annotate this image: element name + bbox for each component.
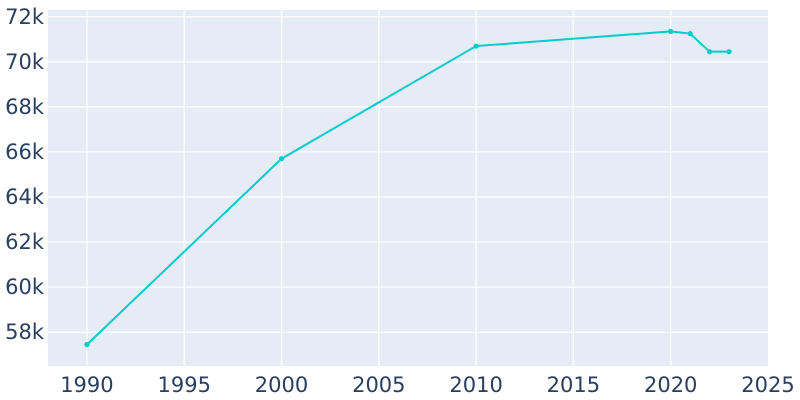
- x-tick-label: 2015: [547, 373, 600, 397]
- data-point: [278, 156, 285, 162]
- x-gridlines: [86, 10, 672, 366]
- y-tick-label: 58k: [5, 320, 45, 344]
- data-point: [668, 28, 674, 35]
- y-axis-tick-labels: 58k 60k 62k 64k 66k 68k 70k 72k: [5, 5, 45, 344]
- plot-background: [48, 10, 768, 366]
- data-point: [687, 31, 693, 37]
- x-tick-label: 1995: [157, 373, 210, 397]
- y-tick-label: 60k: [5, 275, 45, 299]
- x-tick-label: 2025: [741, 373, 794, 397]
- data-point: [473, 43, 479, 49]
- y-tick-label: 68k: [5, 95, 45, 119]
- data-point: [726, 49, 732, 55]
- y-tick-label: 62k: [5, 230, 45, 254]
- y-tick-label: 64k: [5, 185, 45, 209]
- data-point: [84, 341, 90, 348]
- x-tick-label: 1990: [60, 373, 113, 397]
- x-tick-label: 2005: [352, 373, 405, 397]
- x-tick-label: 2020: [644, 373, 697, 397]
- series-layer: [84, 28, 732, 348]
- x-tick-label: 2010: [449, 373, 502, 397]
- x-axis-tick-labels: 1990 1995 2000 2005 2010 2015 2020 2025: [60, 373, 795, 397]
- y-tick-label: 72k: [5, 5, 45, 29]
- data-point: [707, 49, 713, 55]
- x-tick-label: 2000: [255, 373, 308, 397]
- y-tick-label: 66k: [5, 140, 45, 164]
- y-tick-label: 70k: [5, 50, 45, 74]
- y-gridlines: [48, 16, 768, 333]
